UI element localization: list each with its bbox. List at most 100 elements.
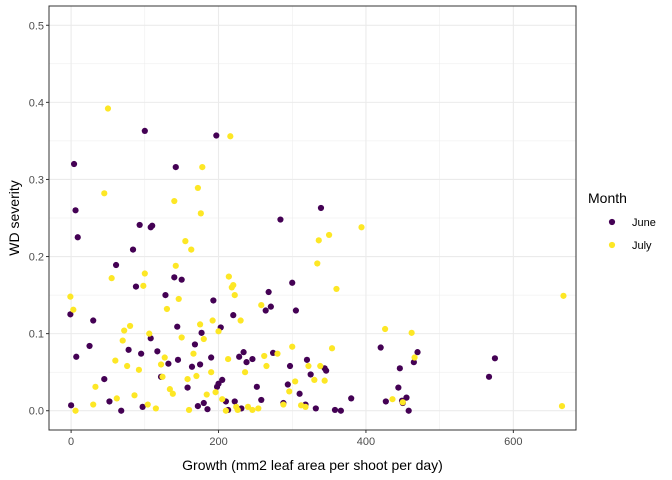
y-tick-label: 0.1	[29, 329, 44, 341]
point-june	[317, 204, 325, 212]
point-june	[208, 354, 215, 361]
point-june	[312, 405, 319, 412]
point-july	[286, 388, 293, 395]
point-july	[184, 376, 191, 383]
point-july	[225, 355, 232, 363]
point-june	[68, 402, 75, 409]
point-july	[112, 357, 119, 364]
point-july	[560, 292, 567, 299]
point-june	[284, 381, 291, 388]
point-june	[172, 164, 179, 171]
y-axis-ticks: 0.0 0.1 0.2 0.3 0.4 0.5	[29, 20, 49, 418]
point-july	[171, 197, 178, 205]
point-june	[382, 398, 389, 405]
point-july	[212, 389, 219, 396]
x-tick-label: 200	[209, 436, 227, 448]
point-july	[215, 328, 222, 335]
point-june	[377, 344, 384, 351]
point-july	[292, 378, 299, 385]
point-july	[161, 354, 168, 361]
point-june	[491, 355, 499, 362]
point-july	[289, 343, 296, 350]
point-july	[90, 401, 97, 408]
point-july	[274, 350, 281, 357]
point-june	[337, 407, 344, 414]
point-july	[159, 373, 166, 380]
point-july	[121, 327, 128, 334]
point-june	[485, 373, 493, 380]
point-june	[73, 353, 80, 360]
point-july	[244, 403, 252, 410]
point-june	[138, 350, 145, 357]
point-june	[149, 222, 156, 229]
point-june	[191, 341, 199, 348]
point-june	[204, 406, 211, 413]
point-july	[190, 350, 197, 357]
point-july	[70, 306, 77, 313]
point-june	[396, 365, 403, 372]
point-july	[222, 407, 229, 414]
point-july	[169, 390, 176, 397]
legend-label-july: July	[632, 240, 652, 252]
point-june	[348, 395, 355, 402]
point-july	[411, 354, 418, 361]
point-june	[139, 403, 146, 410]
point-july	[101, 190, 108, 197]
legend-key-june	[608, 218, 616, 226]
point-july	[175, 295, 182, 303]
point-june	[194, 403, 201, 410]
point-july	[558, 403, 566, 410]
point-july	[227, 133, 234, 140]
point-june	[292, 307, 300, 314]
point-july	[131, 392, 138, 399]
point-july	[234, 406, 241, 414]
point-july	[72, 407, 79, 414]
point-july	[185, 406, 193, 414]
point-july	[199, 164, 206, 171]
point-july	[321, 377, 328, 384]
point-june	[267, 303, 274, 310]
point-july	[146, 330, 153, 337]
point-july	[203, 391, 210, 398]
point-june	[171, 274, 178, 281]
point-june	[162, 291, 169, 299]
point-july	[408, 329, 415, 336]
point-june	[230, 312, 237, 319]
x-axis-ticks: 0 200 400 600	[68, 430, 523, 448]
point-june	[405, 407, 412, 414]
point-july	[302, 403, 309, 410]
point-july	[249, 406, 256, 414]
point-june	[258, 396, 265, 404]
point-june	[184, 384, 191, 391]
point-june	[74, 234, 81, 241]
point-june	[210, 297, 217, 304]
point-june	[243, 359, 250, 366]
point-july	[231, 291, 238, 299]
point-july	[208, 369, 215, 376]
point-june	[70, 160, 78, 168]
point-june	[323, 367, 330, 374]
point-june	[331, 406, 339, 414]
point-july	[113, 395, 120, 402]
point-july	[178, 334, 185, 341]
point-june	[289, 279, 296, 286]
point-july	[263, 362, 270, 370]
point-july	[108, 275, 115, 282]
point-july	[172, 262, 179, 269]
point-june	[198, 329, 205, 336]
point-july	[358, 224, 365, 231]
y-tick-label: 0.3	[29, 174, 44, 186]
point-june	[72, 207, 79, 214]
point-july	[141, 270, 148, 277]
point-july	[314, 260, 321, 267]
point-june	[277, 216, 284, 223]
point-july	[209, 317, 216, 324]
x-tick-label: 600	[504, 436, 522, 448]
point-june	[67, 311, 74, 318]
point-july	[389, 396, 396, 403]
point-july	[258, 302, 265, 309]
point-july	[325, 231, 333, 239]
y-tick-label: 0.0	[29, 406, 44, 418]
point-june	[101, 376, 108, 383]
